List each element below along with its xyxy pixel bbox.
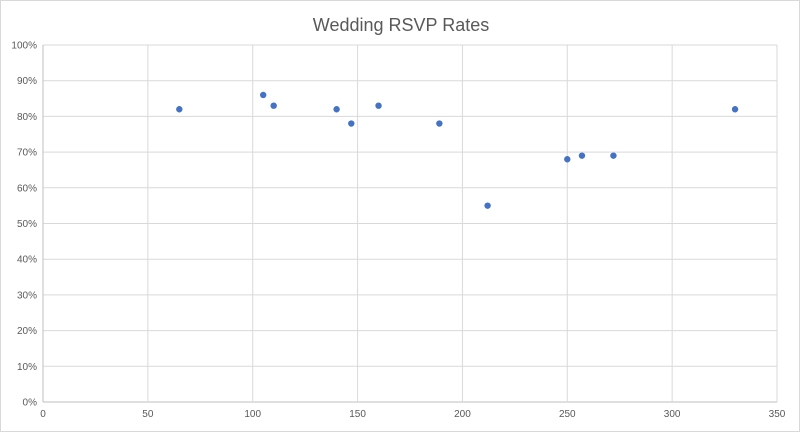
x-tick-label: 250	[559, 409, 576, 420]
y-tick-label: 60%	[17, 183, 37, 194]
data-point	[270, 102, 277, 109]
x-tick-label: 100	[244, 409, 261, 420]
data-point	[176, 106, 183, 113]
x-tick-label: 200	[454, 409, 471, 420]
x-tick-label: 50	[142, 409, 154, 420]
y-tick-label: 40%	[17, 255, 37, 266]
y-tick-label: 10%	[17, 362, 37, 373]
y-tick-label: 50%	[17, 219, 37, 230]
y-tick-label: 30%	[17, 290, 37, 301]
x-tick-label: 350	[769, 409, 786, 420]
x-tick-label: 0	[40, 409, 46, 420]
data-point	[260, 91, 267, 99]
x-tick-label: 150	[349, 409, 366, 420]
y-tick-label: 100%	[11, 41, 37, 52]
data-point	[578, 152, 586, 159]
x-tick-label: 300	[664, 409, 681, 420]
data-point	[348, 120, 355, 127]
chart-title: Wedding RSVP Rates	[312, 15, 490, 35]
data-point	[564, 156, 571, 163]
y-tick-label: 90%	[17, 76, 37, 87]
data-point	[436, 120, 443, 127]
data-point	[731, 106, 739, 113]
y-tick-label: 70%	[17, 148, 37, 159]
y-tick-label: 20%	[17, 326, 37, 337]
data-point	[375, 102, 382, 109]
data-point	[333, 106, 340, 113]
data-point	[610, 152, 617, 159]
data-point	[484, 202, 491, 209]
y-tick-label: 80%	[17, 112, 37, 123]
y-tick-label: 0%	[23, 398, 38, 409]
